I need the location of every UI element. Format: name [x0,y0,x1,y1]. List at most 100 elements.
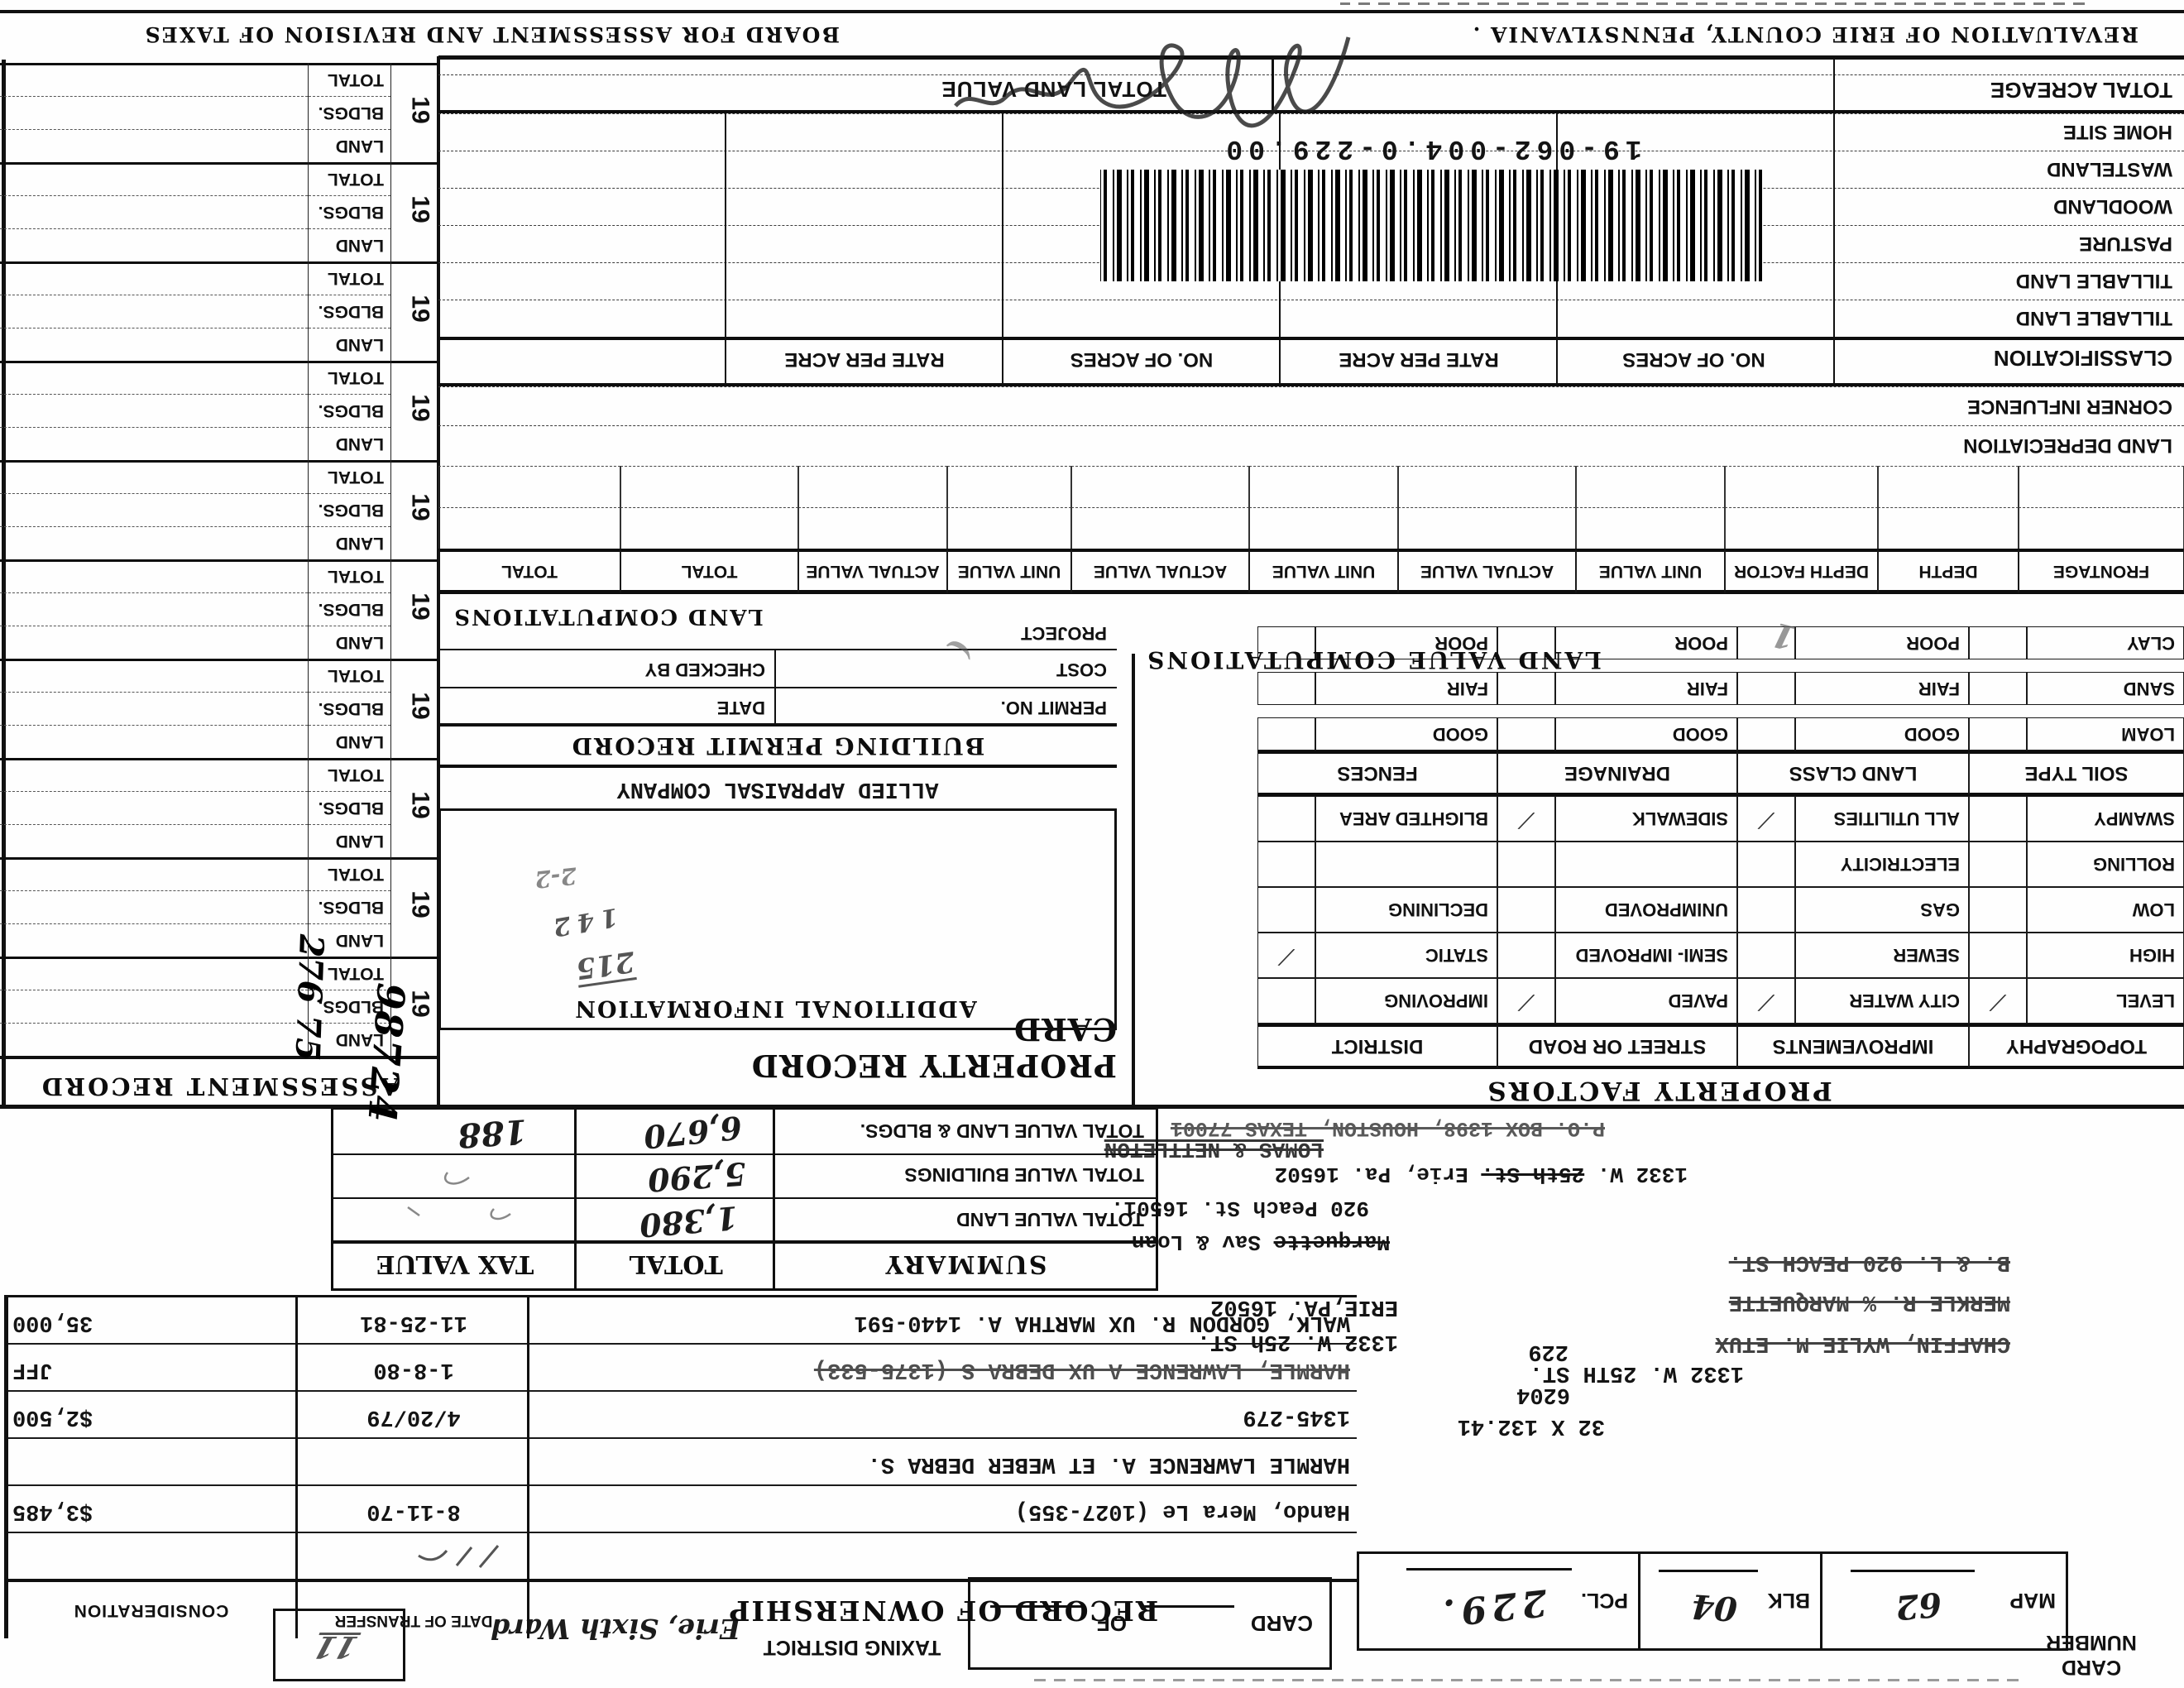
col-total: TOTAL [620,549,798,594]
blank-cell [1249,466,1398,507]
pcl-box: PCL. 229. [1357,1551,1638,1651]
assessment-labels: LAND BLDGS. TOTAL [308,559,390,659]
assessment-bldgs-label: BLDGS. [309,195,390,228]
check-cell [1737,933,1795,978]
transfer-date: 11-25-81 [360,1310,467,1335]
summary-title: SUMMARY [884,1249,1047,1278]
assessment-bldgs-value-cell [0,195,308,228]
assessment-year-cell: 19 [390,857,438,957]
assessment-land-label: LAND [309,129,390,162]
blank-cell [1737,717,1795,750]
class-col-rule [725,113,726,386]
revaluation-line: REVALUATION OF ERIE COUNTY, PENNSYLVANIA… [1471,22,2138,46]
factor-static: STATIC [1315,933,1497,978]
assessment-bldgs-value-cell [0,96,308,129]
factor-all-utilities: ALL UTILITIES [1795,796,1969,842]
summary-landbldgs-total: 6,670 [641,1108,745,1157]
assessment-year-cell: 19 [390,361,438,460]
blank-cell [2019,507,2184,549]
assessment-year: 19 [406,791,434,819]
check-cell [1257,887,1315,933]
factor-gas: GAS [1795,887,1969,933]
checkmark-paved [1497,978,1555,1024]
col-unit-value: UNIT VALUE [1249,549,1398,594]
blank-cell [2019,466,2184,507]
assessment-land-value-cell [0,1023,308,1056]
assessment-year-cell: 19 [390,659,438,758]
consideration-col-rule [295,1297,298,1638]
assessment-land-label: LAND [309,427,390,460]
assessment-values [0,162,308,261]
blank-cell [620,466,798,507]
tillable-land-label: TILLABLE LAND [2015,270,2172,292]
assessment-total-value-cell [0,559,308,592]
blank-cell [1969,672,2027,705]
assessment-year: 19 [406,890,434,918]
check-cell [1497,842,1555,887]
assessment-bldgs-value-cell [0,990,308,1023]
factors-col-district: DISTRICT [1257,1024,1497,1069]
factors-col-street: STREET OR ROAD [1497,1024,1737,1069]
class-col-rule [1833,60,1835,386]
factor-blank [1315,842,1497,887]
blank-cell [1969,626,2027,659]
drainage-good: GOOD [1555,717,1737,750]
assessment-values [0,559,308,659]
assessment-total-label: TOTAL [327,765,384,784]
assessment-values [0,758,308,857]
assessment-labels: LAND BLDGS. TOTAL [308,758,390,857]
col-unit-value: UNIT VALUE [947,549,1071,594]
factor-city-water: CITY WATER [1795,978,1969,1024]
check-cell [1737,887,1795,933]
assessment-total-value-cell [0,957,308,990]
permit-cost-label: COST [1056,659,1107,680]
soil-sand: SAND [2027,672,2184,705]
building-permit-box: BUILDING PERMIT RECORD PERMIT NO. DATE C… [438,623,1117,768]
pcl-underline [1406,1568,1572,1571]
owner-row: 1345-279 4/20/79 $2,500 [4,1390,1357,1439]
factor-high: HIGH [2027,933,2184,978]
consideration-value: $3,485 [12,1499,93,1523]
assessment-land-value-cell [0,526,308,559]
assessment-land-label: LAND [309,626,390,659]
assessment-year: 19 [406,592,434,621]
factor-rolling: ROLLING [2027,842,2184,887]
assessment-bldgs-value-cell [0,890,308,923]
factor-paved: PAVED [1555,978,1737,1024]
assessment-values [0,957,308,1056]
check-cell [1497,887,1555,933]
consideration-value: JFF [12,1357,53,1382]
outer-bottom-rule [0,10,2184,13]
owner-row [4,1532,1357,1580]
assessment-year-cell: 19 [390,162,438,261]
blank-cell [947,466,1071,507]
home-site-label: HOME SITE [2062,121,2172,143]
col-actual-value: ACTUAL VALUE [1398,549,1576,594]
assessment-group: 19 LAND BLDGS. TOTAL [0,559,438,659]
marquette-line1: Marquette Sav & Loan [1132,1230,1390,1254]
assessment-total-label: TOTAL [327,567,384,586]
assessment-total-value-cell [0,857,308,890]
assessment-labels: LAND BLDGS. TOTAL [308,63,390,162]
corner-influence-row: CORNER INFLUENCE [438,386,2184,425]
mail-merkle-line: MERKLE R. % MARQUETTE [1728,1289,2010,1314]
assessment-bldgs-label: BLDGS. [309,592,390,626]
assessment-bldgs-label: BLDGS. [309,890,390,923]
factors-col-improvements: IMPROVEMENTS [1737,1024,1969,1069]
assessment-record-strip: ASSESSMENT RECORD 19 LAND BLDGS. TOTAL 1… [0,56,438,1125]
top-dash-marks [1026,1679,2019,1681]
consideration-header: CONSIDERATION [73,1601,229,1620]
factor-swampy: SWAMPY [2027,796,2184,842]
summary-tax-value: 188 [456,1111,529,1155]
woodland-label: WOODLAND [2053,195,2172,218]
rate-per-acre-header: RATE PER ACRE [784,348,945,371]
consideration-value: $2,500 [12,1404,93,1429]
assessment-year-cell: 19 [390,758,438,857]
blk-box: BLK 04 [1638,1551,1820,1651]
blk-underline [1659,1570,1758,1572]
assessment-values [0,857,308,957]
factor-blank [1555,842,1737,887]
blank-cell [620,507,798,549]
pencil-note-3: 2-2 [533,861,578,894]
